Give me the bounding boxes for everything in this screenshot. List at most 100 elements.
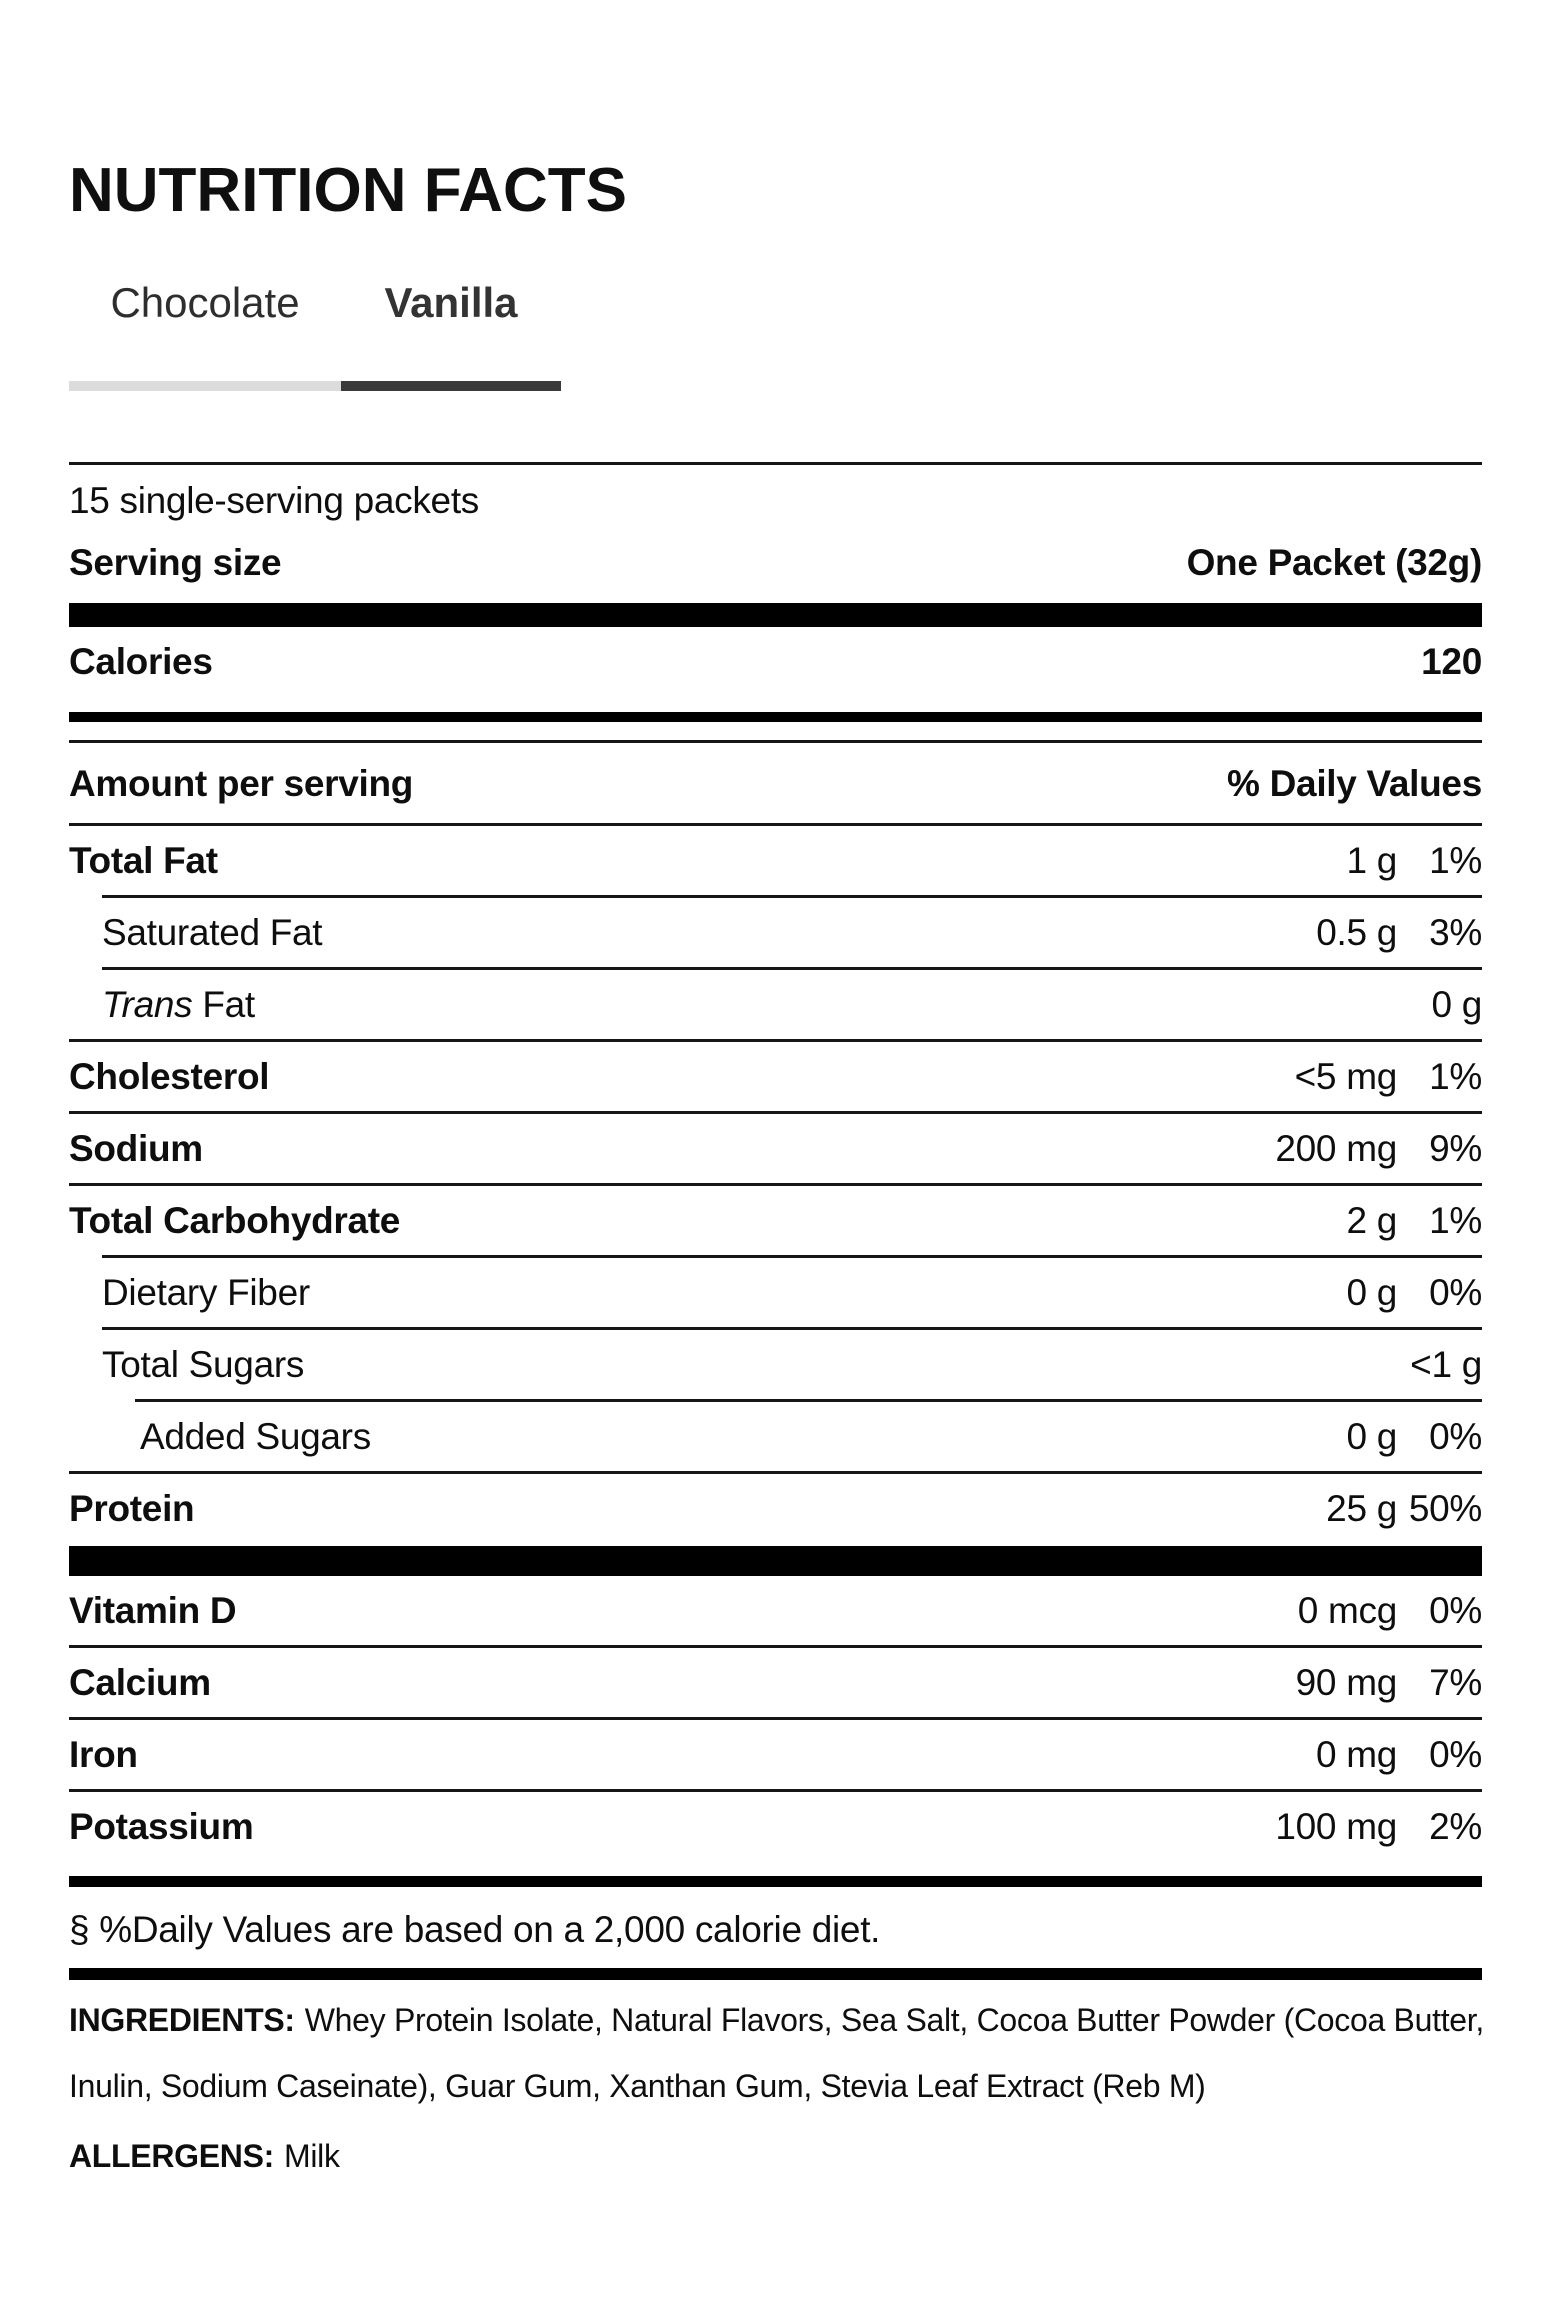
nutrient-amount: 0 mcg — [1297, 1589, 1398, 1631]
serving-size-label: Serving size — [69, 542, 282, 583]
divider — [69, 1111, 1482, 1114]
nutrient-amount: 0 mg — [1315, 1733, 1397, 1775]
nutrient-amount: <5 mg — [1294, 1055, 1398, 1097]
tab-indicator-active-segment — [341, 381, 561, 391]
nutrient-dv: 2% — [1429, 1805, 1482, 1847]
nutrient-dv: 1% — [1429, 1199, 1482, 1241]
ingredients-line-2: Inulin, Sodium Caseinate), Guar Gum, Xan… — [69, 2062, 1482, 2110]
nutrient-amount: <1 g — [1410, 1343, 1482, 1385]
thick-bar-footnote — [69, 1968, 1482, 1980]
calories-value: 120 — [1421, 641, 1482, 682]
daily-value-footnote: § %Daily Values are based on a 2,000 cal… — [69, 1909, 881, 1950]
nutrient-dv: 1% — [1429, 1055, 1482, 1097]
nutrient-amount: 0 g — [1431, 983, 1482, 1025]
nutrient-row-total-carbohydrate: Total Carbohydrate 2 g 1% — [69, 1186, 1482, 1255]
nutrient-name-italic: Trans — [102, 983, 193, 1025]
tab-indicator — [69, 381, 1482, 391]
column-header-row: Amount per serving % Daily Values — [69, 760, 1482, 808]
nutrient-name: Added Sugars — [140, 1415, 371, 1457]
allergens-value: Milk — [284, 2138, 340, 2174]
thick-bar-protein — [69, 1546, 1482, 1576]
flavor-tab-bar: Chocolate Vanilla — [69, 280, 1482, 326]
nutrient-row-saturated-fat: Saturated Fat 0.5 g 3% — [69, 898, 1482, 967]
daily-values-header: % Daily Values — [1227, 763, 1482, 804]
tab-indicator-inactive-segment — [69, 381, 341, 391]
divider — [69, 1645, 1482, 1648]
allergens-row: ALLERGENS: Milk — [69, 2132, 1482, 2180]
divider — [69, 1183, 1482, 1186]
calories-label: Calories — [69, 641, 213, 682]
nutrient-name-rest: Fat — [192, 983, 255, 1025]
nutrient-dv: 7% — [1429, 1661, 1482, 1703]
divider — [69, 1789, 1482, 1792]
serving-size-value: One Packet (32g) — [1186, 542, 1483, 583]
nutrient-dv: 1% — [1429, 839, 1482, 881]
nutrient-row-total-sugars: Total Sugars <1 g — [69, 1330, 1482, 1399]
nutrient-amount: 100 mg — [1275, 1805, 1397, 1847]
ingredients-text-1: Whey Protein Isolate, Natural Flavors, S… — [304, 2002, 1485, 2038]
nutrient-name: Total Fat — [69, 839, 218, 881]
nutrient-name: Potassium — [69, 1805, 254, 1847]
divider — [135, 1399, 1482, 1402]
divider — [102, 1255, 1482, 1258]
divider-header — [69, 823, 1482, 826]
nutrient-amount: 2 g — [1346, 1199, 1397, 1241]
thick-bar-micronutrients — [69, 1876, 1482, 1887]
ingredients-label: INGREDIENTS: — [69, 2002, 295, 2038]
page-title: NUTRITION FACTS — [69, 156, 627, 225]
nutrient-dv: 0% — [1429, 1733, 1482, 1775]
nutrient-row-protein: Protein 25 g 50% — [69, 1474, 1482, 1543]
tab-vanilla-label: Vanilla — [384, 279, 518, 326]
ingredients-text-2: Inulin, Sodium Caseinate), Guar Gum, Xan… — [69, 2068, 1206, 2104]
nutrient-row-trans-fat: Trans Fat 0 g — [69, 970, 1482, 1039]
servings-per-container: 15 single-serving packets — [69, 480, 479, 521]
nutrient-name: Cholesterol — [69, 1055, 270, 1097]
nutrient-dv: 0% — [1429, 1589, 1482, 1631]
allergens-label: ALLERGENS: — [69, 2138, 275, 2174]
nutrient-row-calcium: Calcium 90 mg 7% — [69, 1648, 1482, 1717]
nutrient-amount: 0 g — [1346, 1271, 1397, 1313]
nutrient-dv: 9% — [1429, 1127, 1482, 1169]
nutrient-row-sodium: Sodium 200 mg 9% — [69, 1114, 1482, 1183]
nutrient-amount: 0.5 g — [1316, 911, 1397, 953]
nutrient-dv: 3% — [1429, 911, 1482, 953]
thick-bar-calories — [69, 712, 1482, 722]
nutrient-name: Sodium — [69, 1127, 203, 1169]
nutrient-name: Iron — [69, 1733, 138, 1775]
nutrient-dv: 0% — [1429, 1415, 1482, 1457]
nutrient-amount: 200 mg — [1275, 1127, 1397, 1169]
divider — [69, 1717, 1482, 1720]
tab-chocolate[interactable]: Chocolate — [69, 280, 341, 326]
nutrient-row-dietary-fiber: Dietary Fiber 0 g 0% — [69, 1258, 1482, 1327]
nutrient-name: Dietary Fiber — [102, 1271, 310, 1313]
divider — [102, 967, 1482, 970]
nutrient-amount: 1 g — [1346, 839, 1397, 881]
nutrient-dv: 0% — [1429, 1271, 1482, 1313]
nutrient-row-potassium: Potassium 100 mg 2% — [69, 1792, 1482, 1861]
nutrient-name: Saturated Fat — [102, 911, 323, 953]
amount-per-serving-header: Amount per serving — [69, 763, 414, 804]
nutrient-name: Total Carbohydrate — [69, 1199, 401, 1241]
nutrient-name: Calcium — [69, 1661, 211, 1703]
nutrient-row-cholesterol: Cholesterol <5 mg 1% — [69, 1042, 1482, 1111]
calories-row: Calories 120 — [69, 638, 1482, 686]
tab-vanilla[interactable]: Vanilla — [341, 280, 561, 326]
nutrient-row-added-sugars: Added Sugars 0 g 0% — [69, 1402, 1482, 1471]
ingredients-line-1: INGREDIENTS: Whey Protein Isolate, Natura… — [69, 1996, 1485, 2044]
divider — [69, 1039, 1482, 1042]
divider — [102, 1327, 1482, 1330]
nutrient-name: Total Sugars — [102, 1343, 305, 1385]
nutrient-name: Protein — [69, 1487, 195, 1529]
serving-size-row: Serving size One Packet (32g) — [69, 539, 1482, 587]
nutrient-amount: 25 g — [1326, 1487, 1397, 1529]
thick-bar-serving — [69, 603, 1482, 627]
nutrient-amount: 0 g — [1346, 1415, 1397, 1457]
divider — [102, 895, 1482, 898]
nutrient-name: Trans Fat — [69, 984, 1147, 1026]
nutrient-row-total-fat: Total Fat 1 g 1% — [69, 826, 1482, 895]
nutrient-amount: 90 mg — [1295, 1661, 1398, 1703]
divider-top — [69, 462, 1482, 465]
nutrient-row-iron: Iron 0 mg 0% — [69, 1720, 1482, 1789]
divider — [69, 1471, 1482, 1474]
nutrient-dv: 50% — [1408, 1487, 1482, 1529]
